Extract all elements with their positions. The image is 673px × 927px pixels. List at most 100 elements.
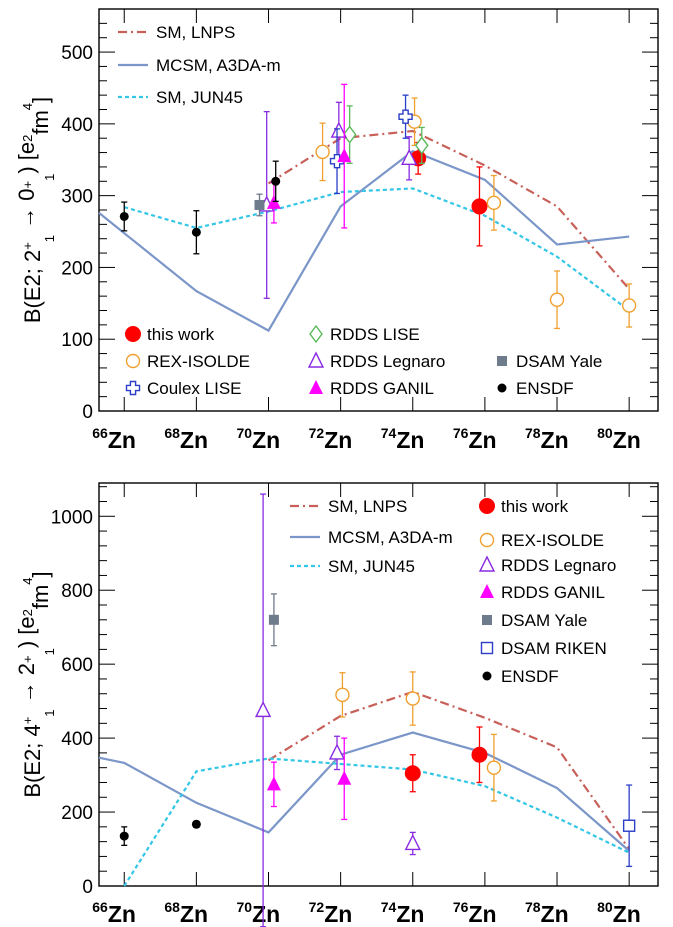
data-point <box>191 227 201 237</box>
y-axis-label-part: 1 <box>42 709 57 716</box>
data-point <box>622 819 636 832</box>
y-axis-label-part: 4 <box>20 103 35 110</box>
y-axis-label-part: fm <box>28 585 53 609</box>
legend-label: ENSDF <box>516 379 574 398</box>
x-tick-label: 66Zn <box>92 899 136 927</box>
data-point <box>471 198 488 215</box>
x-tick-label-mass: 74 <box>381 899 397 915</box>
x-tick-label-mass: 74 <box>381 425 397 441</box>
x-tick-label: 66Zn <box>92 425 136 453</box>
y-tick-label: 200 <box>61 803 93 824</box>
data-point <box>328 743 346 760</box>
legend-label: RDDS Legnaro <box>330 352 445 371</box>
data-point <box>404 765 421 782</box>
data-point <box>486 760 502 775</box>
legend-marker <box>482 671 492 681</box>
x-tick-label-element: Zn <box>180 901 208 927</box>
legend-line-label: MCSM, A3DA-m <box>156 56 281 75</box>
legend-marker <box>479 532 495 548</box>
y-axis-label-part: ) [e <box>14 616 39 648</box>
x-tick-label-element: Zn <box>468 427 496 453</box>
legend-label: RDDS GANIL <box>330 379 434 398</box>
data-point <box>414 136 429 155</box>
y-axis-label-part: 2 <box>20 135 35 142</box>
y-axis-label-part: 2 <box>20 609 35 616</box>
legend-marker <box>497 383 507 393</box>
data-point <box>315 144 330 160</box>
data-point <box>342 125 357 144</box>
data-point <box>254 199 265 210</box>
x-tick-label: 72Zn <box>309 425 353 453</box>
x-tick-label-mass: 76 <box>453 899 469 915</box>
legend-marker <box>479 498 495 514</box>
data-point <box>271 176 281 186</box>
x-tick-label: 74Zn <box>381 425 425 453</box>
x-tick-label-element: Zn <box>541 427 569 453</box>
data-point <box>398 109 413 124</box>
y-axis-label-part: fm <box>28 110 53 134</box>
x-tick-label-mass: 80 <box>597 425 613 441</box>
legend-line-label: SM, LNPS <box>328 497 407 516</box>
legend-marker <box>309 324 323 344</box>
x-tick-label-mass: 70 <box>237 899 253 915</box>
x-tick-label-element: Zn <box>108 901 136 927</box>
x-tick-label-element: Zn <box>541 901 569 927</box>
y-axis-label-part: 1 <box>42 648 57 655</box>
series-line-2 <box>123 757 630 887</box>
data-point <box>119 211 129 221</box>
x-tick-label-mass: 66 <box>92 899 108 915</box>
legend-label: Coulex LISE <box>147 379 242 398</box>
x-tick-label: 80Zn <box>597 899 641 927</box>
x-tick-label-mass: 68 <box>164 899 180 915</box>
x-tick-label-mass: 78 <box>525 425 541 441</box>
x-tick-label: 80Zn <box>597 425 641 453</box>
legend-label: RDDS LISE <box>330 325 420 344</box>
x-tick-label-mass: 72 <box>309 899 325 915</box>
y-axis-label: B(E2; 4+1 → 2+1) [e2fm4] <box>14 571 57 797</box>
series-line-2 <box>123 187 630 312</box>
legend-marker <box>497 356 507 366</box>
x-tick-label-mass: 72 <box>309 425 325 441</box>
y-tick-label: 100 <box>61 330 93 351</box>
data-point <box>191 819 201 829</box>
x-tick-label: 74Zn <box>381 899 425 927</box>
data-point <box>337 770 352 785</box>
y-axis-label-part: 1 <box>42 235 57 242</box>
y-axis-label-part: + <box>20 242 35 250</box>
x-tick-label-element: Zn <box>396 901 424 927</box>
legend-line-label: SM, LNPS <box>156 23 235 42</box>
data-point <box>549 292 565 307</box>
y-tick-label: 500 <box>61 43 93 64</box>
x-tick-label: 78Zn <box>525 425 569 453</box>
legend-label: DSAM RIKEN <box>501 639 607 658</box>
x-tick-label-mass: 68 <box>164 425 180 441</box>
legend-line-label: MCSM, A3DA-m <box>328 528 453 547</box>
data-point <box>268 614 279 625</box>
legend-label: REX-ISOLDE <box>501 531 604 550</box>
data-point <box>119 831 129 841</box>
y-axis-label-part: + <box>20 181 35 189</box>
legend-line-label: SM, JUN45 <box>328 557 415 576</box>
x-tick-label: 68Zn <box>164 899 208 927</box>
x-tick-label-element: Zn <box>613 901 641 927</box>
x-tick-label-element: Zn <box>324 427 352 453</box>
data-point <box>471 746 488 763</box>
y-tick-label: 200 <box>61 258 93 279</box>
legend-marker <box>478 555 496 572</box>
y-tick-label: 0 <box>82 877 93 898</box>
legend-label: DSAM Yale <box>516 352 602 371</box>
x-tick-label-element: Zn <box>108 427 136 453</box>
legend-label: REX-ISOLDE <box>147 352 250 371</box>
series-line-1 <box>98 149 630 333</box>
legend-marker <box>480 584 494 598</box>
y-tick-label: 300 <box>61 187 93 208</box>
legend-marker <box>125 353 141 369</box>
y-tick-label: 0 <box>82 402 93 423</box>
legend-label: this work <box>501 497 569 516</box>
y-tick-label: 400 <box>61 115 93 136</box>
data-point <box>404 833 421 851</box>
x-tick-label-element: Zn <box>324 901 352 927</box>
y-axis-label-part: + <box>20 717 35 725</box>
